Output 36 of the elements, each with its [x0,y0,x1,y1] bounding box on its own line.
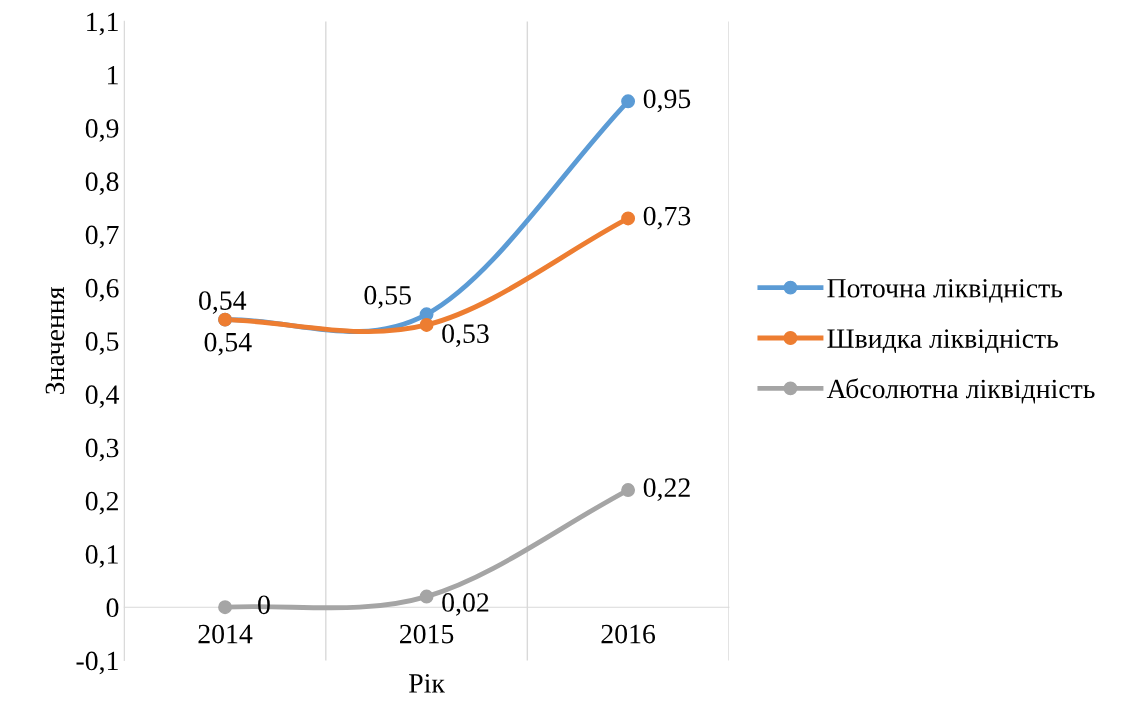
y-axis-title: Значення [45,287,65,395]
y-tick-label: 0,6 [85,278,119,302]
point [419,318,434,332]
legend-label: Абсолютна ліквідність [826,378,1095,404]
y-tick-label: 0,7 [85,225,119,249]
x-tick-label: 2014 [198,624,253,644]
point [621,94,636,109]
data-label: 0,22 [643,478,690,501]
data-label: 0,54 [204,332,252,356]
y-tick-label: 0,9 [85,119,119,142]
x-tick-label: 2016 [601,624,656,644]
legend-label: Поточна ліквідність [827,278,1063,303]
y-tick-label: -0,1 [76,651,118,675]
data-label: 0,95 [643,89,691,113]
y-tick-label: 0,4 [85,385,119,409]
point [621,211,636,226]
data-label: 0,02 [442,593,489,616]
point [218,600,233,615]
y-tick-label: 0,2 [85,491,118,515]
y-tick-label: 0,3 [85,438,119,462]
data-label: 0,55 [364,285,411,309]
data-label: 0,53 [442,324,489,348]
y-tick-label: 0,5 [85,332,119,355]
data-label: 0 [258,595,270,615]
y-tick-label: 1,1 [87,12,118,36]
y-tick-label: 0,8 [85,172,119,196]
y-tick-label: 0 [106,598,119,618]
legend-label: Швидка ліквідність [827,329,1058,354]
x-axis-title: Рік [409,674,445,693]
x-tick-label: 2015 [400,624,454,644]
data-label: 0,54 [199,291,247,314]
y-tick-label: 0,1 [85,545,118,568]
y-tick-label: 1 [107,65,118,85]
point [621,483,636,497]
data-label: 0,73 [643,206,691,230]
point [419,589,434,604]
